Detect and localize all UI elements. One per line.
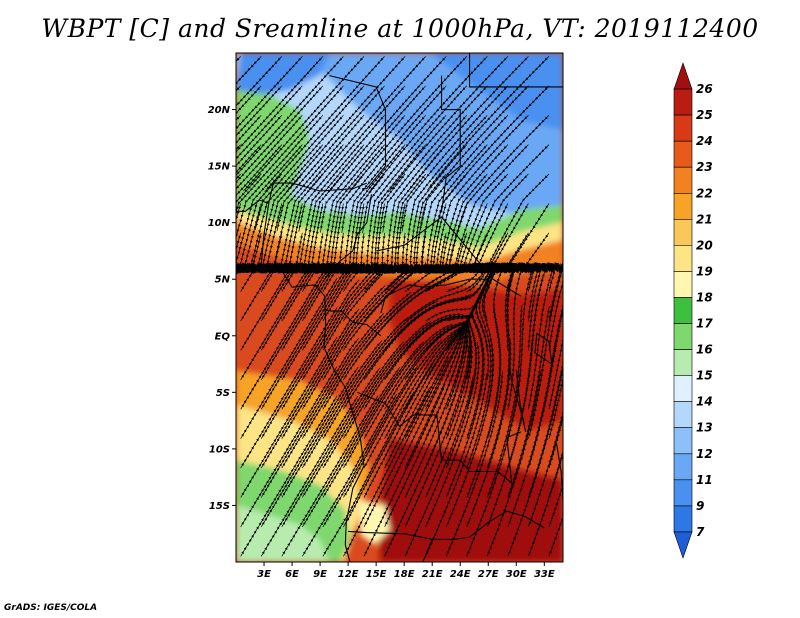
colorbar-box xyxy=(673,349,693,376)
colorbar-box xyxy=(673,531,693,559)
lon-tick-label: 9E xyxy=(313,569,327,580)
colorbar-box xyxy=(673,166,693,194)
lat-tick-label: 20N xyxy=(208,105,231,116)
lon-tick-label: 6E xyxy=(285,569,299,580)
colorbar-label: 24 xyxy=(696,134,713,148)
colorbar-label: 20 xyxy=(696,238,713,252)
lon-tick-label: 3E xyxy=(257,569,271,580)
colorbar-box xyxy=(673,479,693,507)
colorbar-box xyxy=(673,62,693,90)
lat-tick-label: EQ xyxy=(215,331,231,342)
colorbar-label: 17 xyxy=(696,317,713,331)
colorbar-box xyxy=(673,271,693,298)
colorbar-label: 13 xyxy=(696,421,713,435)
colorbar-label: 14 xyxy=(696,395,713,409)
longitude-axis: 3E 6E 9E 12E 15E 18E 21E 24E 27E 30E 33E xyxy=(257,562,555,580)
colorbar-box xyxy=(673,505,693,533)
colorbar-label: 18 xyxy=(696,290,713,304)
lat-tick-label: 5S xyxy=(216,388,230,399)
colorbar-box xyxy=(673,245,693,272)
colorbar-box xyxy=(673,88,693,116)
colorbar-label: 9 xyxy=(696,499,704,513)
lat-tick-label: 5N xyxy=(215,275,231,286)
colorbar-label: 16 xyxy=(696,343,713,357)
lon-tick-label: 27E xyxy=(478,569,499,580)
lat-tick-label: 10N xyxy=(208,218,231,229)
colorbar-box xyxy=(673,192,693,220)
lon-tick-label: 24E xyxy=(450,569,471,580)
colorbar-label: 19 xyxy=(696,264,713,278)
colorbar-label: 11 xyxy=(696,473,713,487)
colorbar-box xyxy=(673,114,693,142)
colorbar-label: 21 xyxy=(696,212,713,226)
colorbar-box xyxy=(673,297,693,324)
colorbar-label: 7 xyxy=(696,525,705,539)
lat-tick-label: 10S xyxy=(209,444,230,455)
lon-tick-label: 12E xyxy=(338,569,359,580)
lat-tick-label: 15S xyxy=(209,501,230,512)
grads-credit: GrADS: IGES/COLA xyxy=(4,603,98,613)
colorbar-box xyxy=(673,140,693,168)
colorbar-label: 25 xyxy=(696,108,713,122)
lon-tick-label: 30E xyxy=(506,569,527,580)
lon-tick-label: 21E xyxy=(422,569,443,580)
latitude-axis: 20N 15N 10N 5N EQ 5S 10S 15S xyxy=(208,105,236,512)
colorbar-box xyxy=(673,375,693,402)
lat-tick-label: 15N xyxy=(208,162,231,173)
streamline xyxy=(427,56,550,190)
colorbar: 7 9 11 12 13 14 15 16 17 18 19 20 21 22 23 24 25 26 xyxy=(673,62,713,559)
streamlines xyxy=(236,56,563,557)
colorbar-label: 12 xyxy=(696,447,713,461)
colorbar-box xyxy=(673,219,693,246)
colorbar-label: 15 xyxy=(696,369,713,383)
colorbar-label: 23 xyxy=(696,160,713,174)
lon-tick-label: 18E xyxy=(394,569,415,580)
map-title: WBPT [C] and Sreamline at 1000hPa, VT: 2… xyxy=(41,14,759,43)
lon-tick-label: 33E xyxy=(534,569,555,580)
colorbar-box xyxy=(673,323,693,350)
colorbar-label: 22 xyxy=(696,186,713,200)
lon-tick-label: 15E xyxy=(366,569,387,580)
colorbar-box xyxy=(673,401,693,429)
map-frame xyxy=(235,52,564,563)
colorbar-label: 26 xyxy=(696,82,713,96)
colorbar-box xyxy=(673,453,693,481)
colorbar-box xyxy=(673,427,693,455)
